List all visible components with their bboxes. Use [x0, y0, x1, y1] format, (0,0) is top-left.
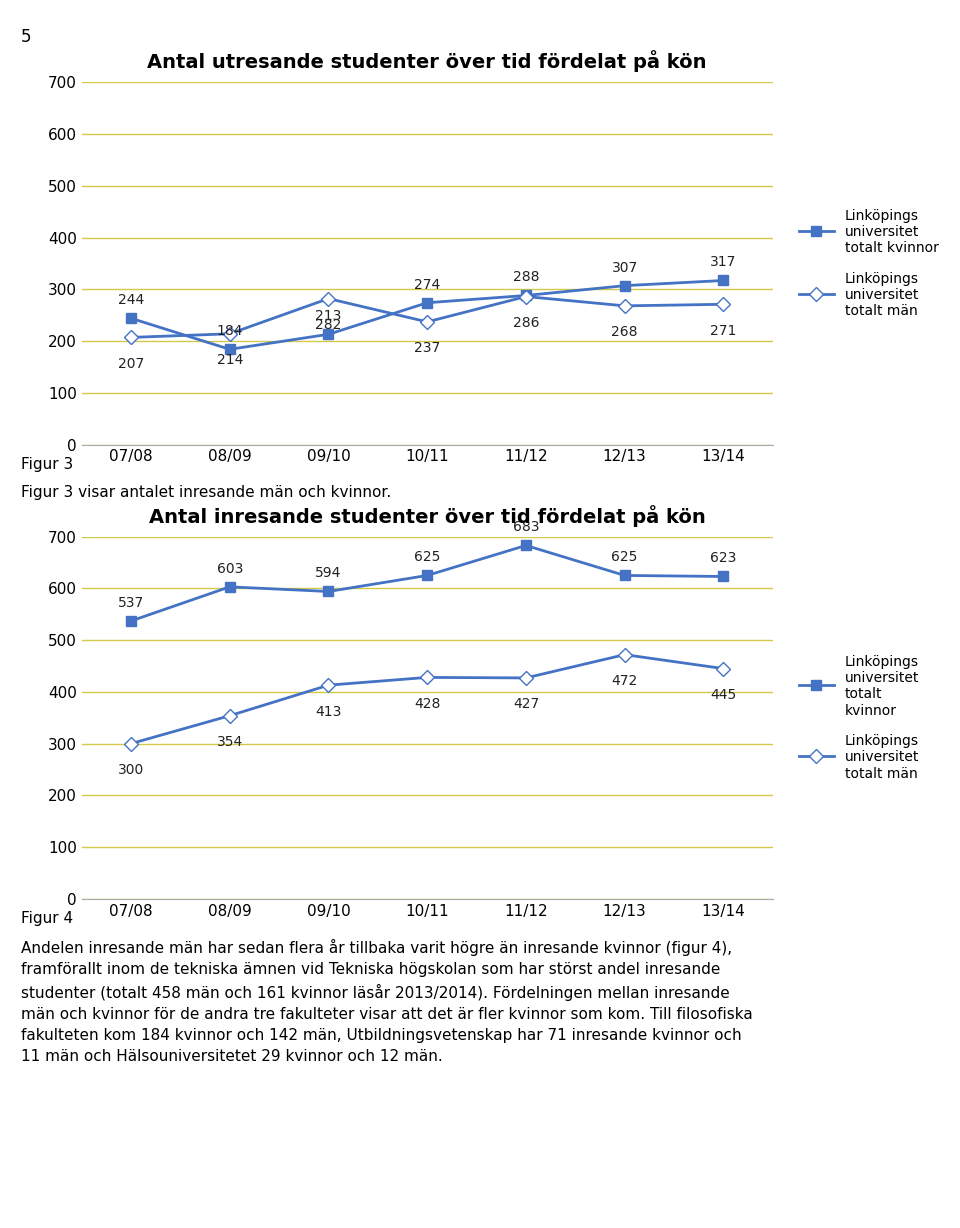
Text: Figur 4: Figur 4 [21, 911, 73, 926]
Text: 274: 274 [414, 278, 441, 291]
Title: Antal utresande studenter över tid fördelat på kön: Antal utresande studenter över tid förde… [148, 50, 707, 72]
Legend: Linköpings
universitet
totalt
kvinnor, Linköpings
universitet
totalt män: Linköpings universitet totalt kvinnor, L… [794, 650, 924, 786]
Text: 317: 317 [710, 255, 736, 269]
Linköpings
universitet
totalt män [718, 297, 730, 312]
Linköpings
universitet
totalt män [520, 289, 532, 303]
Linköpings
universitet
totalt
kvinnor [323, 585, 334, 599]
Linköpings
universitet
totalt män [323, 291, 334, 306]
Text: 214: 214 [217, 354, 243, 367]
Linköpings
universitet
totalt män [125, 737, 136, 752]
Text: 268: 268 [612, 325, 638, 339]
Title: Antal inresande studenter över tid fördelat på kön: Antal inresande studenter över tid förde… [149, 505, 706, 527]
Text: 244: 244 [118, 293, 144, 307]
Text: 271: 271 [710, 324, 736, 338]
Linköpings
universitet
totalt män [421, 670, 433, 685]
Text: 603: 603 [217, 561, 243, 576]
Text: 354: 354 [217, 736, 243, 749]
Linköpings
universitet
totalt män [224, 327, 235, 341]
Text: 5: 5 [21, 28, 32, 47]
Linköpings
universitet
totalt män [619, 298, 631, 313]
Text: 537: 537 [118, 596, 144, 610]
Text: Andelen inresande män har sedan flera år tillbaka varit högre än inresande kvinn: Andelen inresande män har sedan flera år… [21, 939, 753, 1065]
Text: 428: 428 [414, 696, 441, 711]
Text: 213: 213 [315, 309, 342, 323]
Text: 683: 683 [513, 521, 540, 534]
Line: Linköpings
universitet
totalt män: Linköpings universitet totalt män [126, 292, 729, 343]
Linköpings
universitet
totalt
kvinnor [619, 569, 631, 583]
Line: Linköpings
universitet
totalt
kvinnor: Linköpings universitet totalt kvinnor [126, 540, 729, 626]
Linköpings
universitet
totalt kvinnor [619, 279, 631, 293]
Text: 207: 207 [118, 357, 144, 371]
Linköpings
universitet
totalt kvinnor [224, 341, 235, 356]
Text: 288: 288 [513, 270, 540, 285]
Linköpings
universitet
totalt män [718, 661, 730, 675]
Linköpings
universitet
totalt
kvinnor [125, 614, 136, 629]
Linköpings
universitet
totalt
kvinnor [520, 538, 532, 553]
Text: 237: 237 [414, 341, 441, 355]
Text: 625: 625 [612, 550, 637, 565]
Linköpings
universitet
totalt
kvinnor [718, 569, 730, 583]
Linköpings
universitet
totalt kvinnor [125, 311, 136, 325]
Linköpings
universitet
totalt kvinnor [421, 296, 433, 311]
Legend: Linköpings
universitet
totalt kvinnor, Linköpings
universitet
totalt män: Linköpings universitet totalt kvinnor, L… [794, 203, 945, 324]
Line: Linköpings
universitet
totalt kvinnor: Linköpings universitet totalt kvinnor [126, 275, 729, 354]
Text: 472: 472 [612, 674, 637, 688]
Text: Figur 3: Figur 3 [21, 457, 73, 472]
Text: 413: 413 [315, 705, 342, 718]
Text: Figur 3 visar antalet inresande män och kvinnor.: Figur 3 visar antalet inresande män och … [21, 485, 392, 500]
Text: 282: 282 [315, 318, 342, 332]
Linköpings
universitet
totalt män [125, 330, 136, 345]
Linköpings
universitet
totalt män [520, 670, 532, 685]
Linköpings
universitet
totalt kvinnor [323, 327, 334, 341]
Linköpings
universitet
totalt män [224, 709, 235, 723]
Linköpings
universitet
totalt män [421, 314, 433, 329]
Linköpings
universitet
totalt kvinnor [520, 289, 532, 303]
Text: 307: 307 [612, 260, 637, 275]
Text: 300: 300 [118, 763, 144, 777]
Text: 286: 286 [513, 316, 540, 330]
Linköpings
universitet
totalt
kvinnor [224, 580, 235, 594]
Linköpings
universitet
totalt kvinnor [718, 273, 730, 287]
Text: 625: 625 [414, 550, 441, 565]
Text: 623: 623 [710, 551, 736, 565]
Text: 184: 184 [216, 324, 243, 338]
Linköpings
universitet
totalt
kvinnor [421, 569, 433, 583]
Text: 427: 427 [513, 698, 540, 711]
Text: 445: 445 [710, 688, 736, 702]
Line: Linköpings
universitet
totalt män: Linköpings universitet totalt män [126, 650, 729, 749]
Linköpings
universitet
totalt män [619, 647, 631, 662]
Linköpings
universitet
totalt män [323, 678, 334, 693]
Text: 594: 594 [315, 566, 342, 581]
